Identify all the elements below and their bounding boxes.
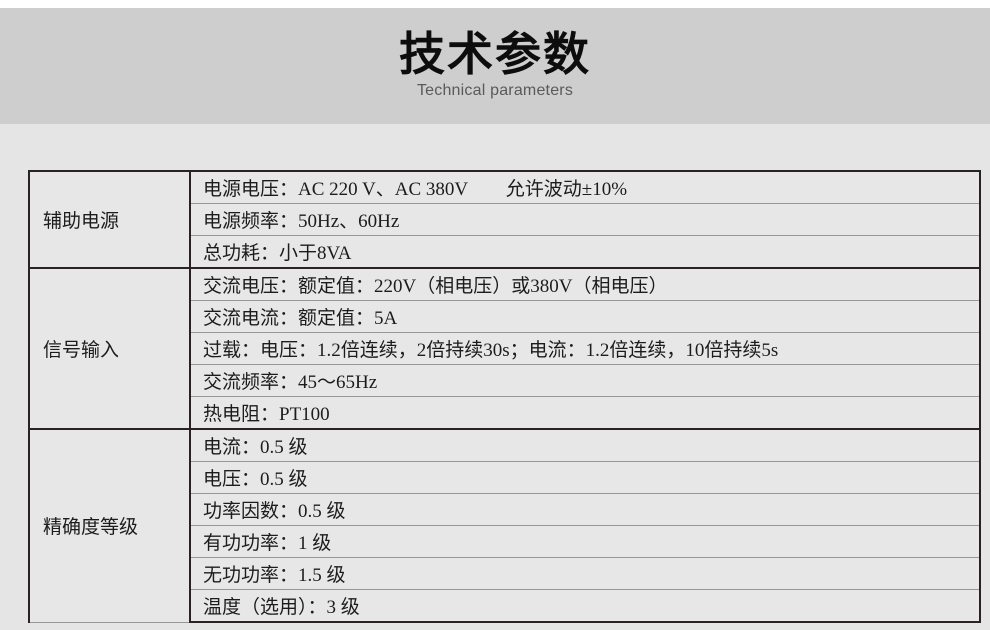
spec-value-cell: 交流电流：额定值：5A xyxy=(189,300,981,333)
spec-value-cell: 无功功率：1.5 级 xyxy=(189,557,981,590)
table-row: 交流频率：45～65Hz xyxy=(29,364,981,397)
page-body-band: 辅助电源 电源电压：AC 220 V、AC 380V 允许波动±10% 电源频率：5… xyxy=(0,124,990,630)
spec-value-cell: 过载：电压：1.2倍连续，2倍持续30s；电流：1.2倍连续，10倍持续5s xyxy=(189,332,981,365)
spec-value-cell: 交流频率：45～65Hz xyxy=(189,364,981,397)
page-title: 技术参数 xyxy=(399,28,591,80)
spec-value-cell: 功率因数：0.5 级 xyxy=(189,493,981,526)
specifications-table-body: 辅助电源 电源电压：AC 220 V、AC 380V 允许波动±10% 电源频率：5… xyxy=(28,170,981,623)
table-row: 功率因数：0.5 级 xyxy=(29,493,981,526)
group-label-cell: 信号输入 xyxy=(28,267,191,430)
table-row: 热电阻：PT100 xyxy=(29,396,981,430)
group-label-cell: 精确度等级 xyxy=(28,428,191,623)
table-row: 有功功率：1 级 xyxy=(29,525,981,558)
spec-value-cell: 交流电压：额定值：220V（相电压）或380V（相电压） xyxy=(189,267,981,301)
spec-value-cell: 电源电压：AC 220 V、AC 380V 允许波动±10% xyxy=(189,170,981,204)
spec-value-cell: 总功耗：小于8VA xyxy=(189,235,981,269)
table-row: 过载：电压：1.2倍连续，2倍持续30s；电流：1.2倍连续，10倍持续5s xyxy=(29,332,981,365)
table-row: 无功功率：1.5 级 xyxy=(29,557,981,590)
top-white-strip xyxy=(0,0,990,8)
table-row: 辅助电源 电源电压：AC 220 V、AC 380V 允许波动±10% xyxy=(28,170,981,269)
spec-value-cell: 热电阻：PT100 xyxy=(189,396,981,430)
spec-value-cell: 有功功率：1 级 xyxy=(189,525,981,558)
group-label-cell: 辅助电源 xyxy=(28,170,191,269)
spec-value-cell: 电源频率：50Hz、60Hz xyxy=(189,203,981,236)
table-row: 精确度等级 电流：0.5 级 xyxy=(28,428,981,623)
page-subtitle: Technical parameters xyxy=(416,82,574,100)
table-row: 温度（选用）：3 级 xyxy=(29,589,981,623)
spec-value-cell: 电压：0.5 级 xyxy=(189,461,981,494)
spec-value-cell: 电流：0.5 级 xyxy=(189,428,981,462)
table-row: 信号输入 交流电压：额定值：220V（相电压）或380V（相电压） xyxy=(28,267,981,430)
table-row: 电压：0.5 级 xyxy=(29,461,981,494)
page-header-band: 技术参数 Technical parameters xyxy=(0,8,990,124)
table-row: 电源频率：50Hz、60Hz xyxy=(29,203,981,236)
spec-value-cell: 温度（选用）：3 级 xyxy=(189,589,981,623)
specifications-table: 辅助电源 电源电压：AC 220 V、AC 380V 允许波动±10% 电源频率：5… xyxy=(28,170,981,623)
